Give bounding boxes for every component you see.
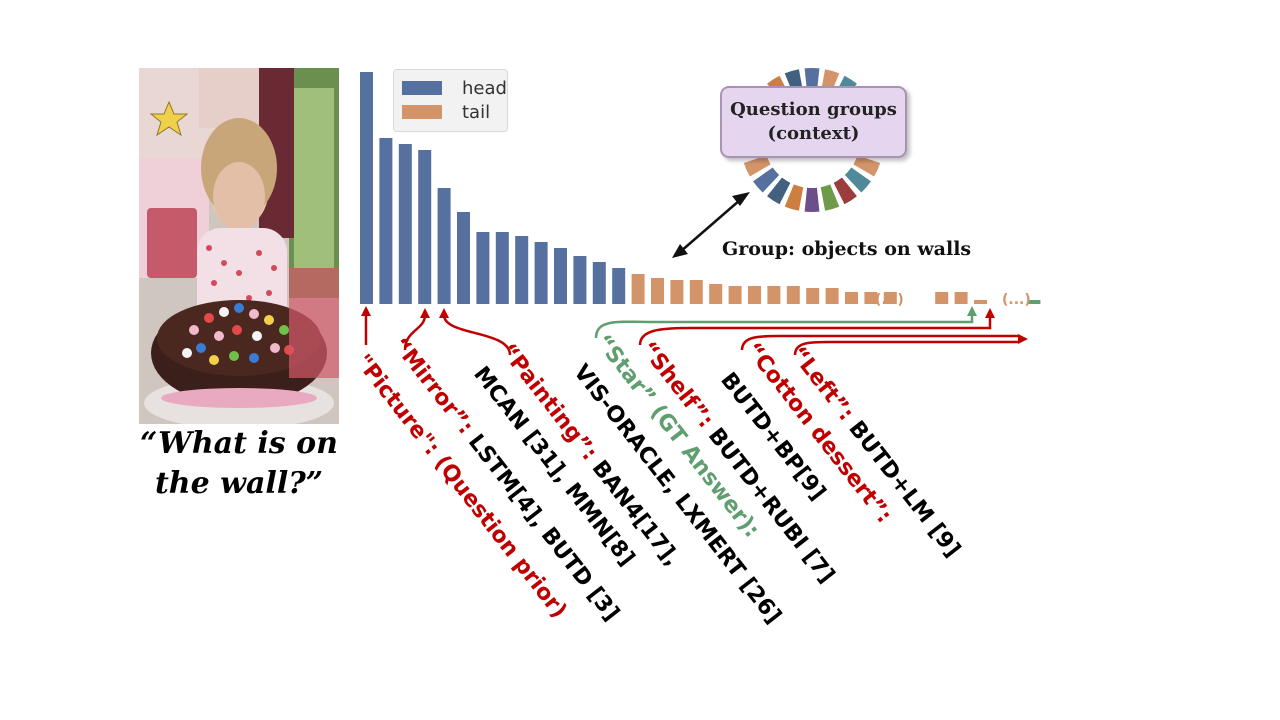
ring-segment-3 — [844, 167, 871, 193]
bar-head-12 — [573, 256, 587, 304]
bar-tail-12 — [845, 292, 858, 304]
arrow-painting — [442, 314, 512, 356]
bar-head-11 — [554, 248, 567, 304]
arrowhead-star — [967, 306, 977, 316]
ring-segment-4 — [833, 177, 857, 205]
bar-tail-9 — [786, 286, 800, 304]
bar-head-5 — [437, 188, 451, 304]
bar-tail-14 — [883, 292, 897, 304]
chart-legend: head tail — [393, 69, 508, 132]
bar-head-10 — [534, 242, 548, 304]
bar-tail-3 — [670, 280, 684, 304]
bar-tail-16 — [954, 292, 968, 304]
legend-swatch-head — [402, 81, 442, 95]
legend-item-tail: tail — [402, 101, 490, 123]
bar-tail-15 — [935, 292, 949, 304]
bar-chart — [360, 72, 1041, 304]
bar-tail-18 — [1027, 300, 1041, 304]
arrow-cotton — [740, 334, 1020, 351]
arrowhead-ring — [732, 192, 750, 206]
bar-head-1 — [360, 72, 373, 304]
bar-head-8 — [495, 232, 509, 304]
bar-tail-8 — [767, 286, 781, 304]
arrow-group — [679, 199, 741, 253]
arrow-left — [793, 340, 1020, 356]
star-icon — [149, 100, 189, 137]
bar-head-6 — [457, 212, 470, 304]
question-line-2: the wall?” — [154, 466, 324, 501]
question-groups-box: Question groups (context) — [720, 86, 907, 158]
bar-tail-1 — [631, 274, 645, 304]
question-text: “What is on the wall?” — [139, 424, 339, 504]
arrowheads — [361, 192, 1028, 344]
arrowhead-mirror — [420, 308, 430, 318]
ellipsis-1: (...) — [875, 292, 904, 308]
photo-girl-with-cake — [139, 68, 339, 424]
arrowhead-group — [672, 244, 688, 258]
ellipsis-2: (...) — [1002, 292, 1031, 308]
arrow-mirror — [403, 314, 427, 351]
question-groups-line-1: Question groups — [730, 99, 897, 120]
bar-head-7 — [476, 232, 490, 304]
bar-head-2 — [379, 138, 393, 304]
ring-segment-10 — [743, 155, 771, 177]
bar-head-14 — [612, 268, 626, 304]
bar-head-9 — [515, 236, 529, 304]
question-groups-line-2: (context) — [767, 123, 860, 144]
connector-lines — [364, 199, 1020, 356]
ring-segment-5 — [820, 184, 840, 211]
arrowhead-shelf — [985, 308, 995, 318]
photo-illustration — [139, 68, 339, 424]
bar-tail-7 — [748, 286, 761, 304]
bar-tail-2 — [651, 278, 664, 304]
ring-segment-7 — [784, 184, 804, 211]
legend-swatch-tail — [402, 105, 442, 119]
bar-tail-17 — [974, 300, 987, 304]
question-line-1: “What is on — [140, 426, 338, 461]
bar-head-3 — [398, 144, 412, 304]
bar-tail-13 — [864, 292, 878, 304]
legend-label-tail: tail — [462, 101, 491, 123]
arrowhead-picture — [361, 306, 371, 316]
ring-segment-8 — [767, 177, 791, 205]
legend-label-head: head — [462, 77, 507, 99]
bar-tail-4 — [689, 280, 703, 304]
group-label: Group: objects on walls — [722, 238, 972, 260]
arrowhead-cotton — [1018, 334, 1028, 344]
ring-segment-2 — [853, 155, 881, 177]
ring-segment-6 — [804, 187, 820, 212]
arrow-shelf — [638, 315, 992, 346]
legend-item-head: head — [402, 77, 507, 99]
arrowhead-painting — [439, 308, 449, 318]
bar-head-4 — [418, 150, 432, 304]
bar-tail-10 — [806, 288, 820, 304]
ring-segment-9 — [753, 167, 780, 193]
arrow-star — [594, 313, 974, 339]
bar-head-13 — [592, 262, 606, 304]
bar-tail-5 — [709, 284, 723, 304]
bar-tail-6 — [728, 286, 742, 304]
bar-tail-11 — [825, 288, 839, 304]
